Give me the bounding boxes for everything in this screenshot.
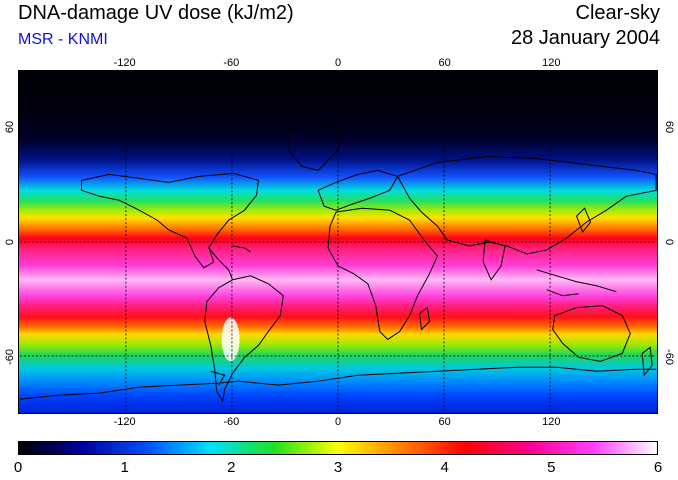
latitude-tick-label: 0 <box>663 238 675 246</box>
high-dose-spot <box>221 317 240 362</box>
latitude-tick-label: -60 <box>663 348 675 365</box>
colorbar-tick-label: 3 <box>333 459 343 476</box>
latitude-tick-label: 0 <box>4 238 16 246</box>
uv-dose-map <box>18 70 658 414</box>
longitude-tick-label: 120 <box>542 416 561 428</box>
map-overlay <box>19 71 657 413</box>
longitude-tick-label: -120 <box>113 416 136 428</box>
condition-label: Clear-sky <box>575 2 660 24</box>
date-label: 28 January 2004 <box>510 27 660 49</box>
longitude-tick-label: -60 <box>223 416 240 428</box>
latitude-tick-label: 60 <box>4 121 16 134</box>
colorbar-tick-label: 4 <box>440 459 449 476</box>
graticule <box>19 71 657 413</box>
colorbar-tick-label: 5 <box>547 459 556 476</box>
colorbar-tick-label: 6 <box>653 459 663 476</box>
colorbar <box>18 441 658 455</box>
source-label: MSR - KNMI <box>18 31 108 48</box>
longitude-tick-label: 120 <box>542 57 561 69</box>
colorbar-tick-label: 1 <box>120 459 129 476</box>
longitude-tick-label: 0 <box>334 57 342 69</box>
colorbar-tick-label: 2 <box>227 459 236 476</box>
latitude-tick-label: 60 <box>663 121 675 134</box>
latitude-tick-label: -60 <box>4 348 16 365</box>
longitude-tick-label: -60 <box>223 57 240 69</box>
page-title: DNA-damage UV dose (kJ/m2) <box>18 2 294 24</box>
colorbar-tick-label: 0 <box>13 459 23 476</box>
longitude-tick-label: 60 <box>438 57 451 69</box>
longitude-tick-label: -120 <box>113 57 136 69</box>
longitude-tick-label: 60 <box>438 416 451 428</box>
longitude-tick-label: 0 <box>334 416 342 428</box>
